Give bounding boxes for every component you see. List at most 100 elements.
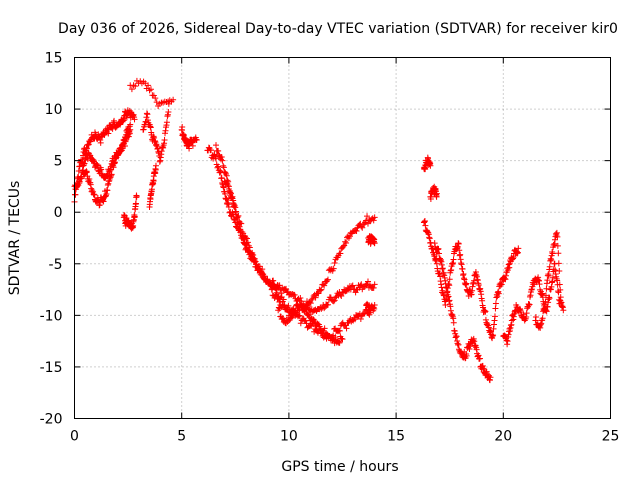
data-point (273, 291, 280, 298)
data-point (303, 320, 310, 327)
data-point (208, 147, 215, 154)
data-point (318, 305, 325, 312)
data-point (312, 294, 319, 301)
data-point (238, 220, 245, 227)
data-point (297, 295, 304, 302)
data-point (487, 374, 494, 381)
y-tick-label: 0 (54, 205, 63, 221)
data-point (371, 214, 378, 221)
data-point (450, 256, 457, 263)
data-point (97, 139, 104, 146)
data-point (339, 336, 346, 343)
x-tick-label: 5 (177, 429, 186, 445)
data-point (320, 327, 327, 334)
data-point (189, 142, 196, 149)
data-point (343, 325, 350, 332)
data-point (165, 108, 172, 115)
x-tick-labels: 0 5 10 15 20 25 (70, 429, 619, 445)
data-point (243, 235, 250, 242)
data-point (131, 116, 138, 123)
data-point (291, 291, 298, 298)
data-point (127, 126, 134, 133)
data-point (259, 266, 266, 273)
data-point (515, 245, 522, 252)
data-point (127, 121, 134, 128)
data-point (343, 287, 350, 294)
data-point (555, 260, 562, 267)
data-point (342, 238, 349, 245)
data-point (549, 250, 556, 257)
y-tick-label: 15 (45, 51, 63, 67)
data-point (230, 201, 237, 208)
data-point (244, 239, 251, 246)
axis-ticks (74, 57, 611, 419)
data-point (349, 282, 356, 289)
data-point (218, 154, 225, 161)
data-point (492, 300, 499, 307)
data-point (280, 302, 287, 309)
data-point (343, 239, 350, 246)
data-point (427, 195, 434, 202)
data-point (332, 334, 339, 341)
data-point (455, 240, 462, 247)
data-point (371, 302, 378, 309)
data-point (276, 305, 283, 312)
data-point (317, 287, 324, 294)
data-point (239, 228, 246, 235)
data-point (260, 271, 267, 278)
data-point (340, 243, 347, 250)
data-point (371, 240, 378, 247)
data-point (236, 223, 243, 230)
data-point (153, 99, 160, 106)
data-point (220, 162, 227, 169)
data-point (554, 242, 561, 249)
data-point (230, 197, 237, 204)
data-point (223, 172, 230, 179)
data-point (220, 164, 227, 171)
data-point (222, 169, 229, 176)
data-point (554, 233, 561, 240)
data-point (268, 286, 275, 293)
data-points (71, 77, 567, 384)
data-point (145, 82, 152, 89)
data-point (560, 307, 567, 314)
x-tick-label: 20 (494, 429, 512, 445)
data-point (72, 191, 79, 198)
data-point (435, 250, 442, 257)
data-point (111, 159, 118, 166)
data-point (228, 194, 235, 201)
data-point (179, 124, 186, 131)
data-point (248, 250, 255, 257)
data-point (161, 137, 168, 144)
data-point (324, 276, 331, 283)
data-point (331, 260, 338, 267)
data-point (446, 276, 453, 283)
y-tick-label: -10 (40, 308, 63, 324)
data-point (321, 282, 328, 289)
data-point (364, 220, 371, 227)
data-point (303, 307, 310, 314)
data-point (542, 298, 549, 305)
data-point (280, 296, 287, 303)
data-point (276, 298, 283, 305)
data-point (152, 95, 159, 102)
data-point (270, 277, 277, 284)
data-point (542, 292, 549, 299)
data-point (321, 325, 328, 332)
data-point (170, 96, 177, 103)
data-point (336, 339, 343, 346)
data-point (463, 280, 470, 287)
data-point (557, 294, 564, 301)
data-point (296, 313, 303, 320)
data-point (213, 142, 220, 149)
data-point (556, 267, 563, 274)
data-point (556, 281, 563, 288)
y-tick-label: 10 (45, 102, 63, 118)
data-point (439, 265, 446, 272)
data-point (266, 279, 273, 286)
data-point (371, 281, 378, 288)
data-point (144, 111, 151, 118)
data-point (132, 200, 139, 207)
data-point (549, 274, 556, 281)
